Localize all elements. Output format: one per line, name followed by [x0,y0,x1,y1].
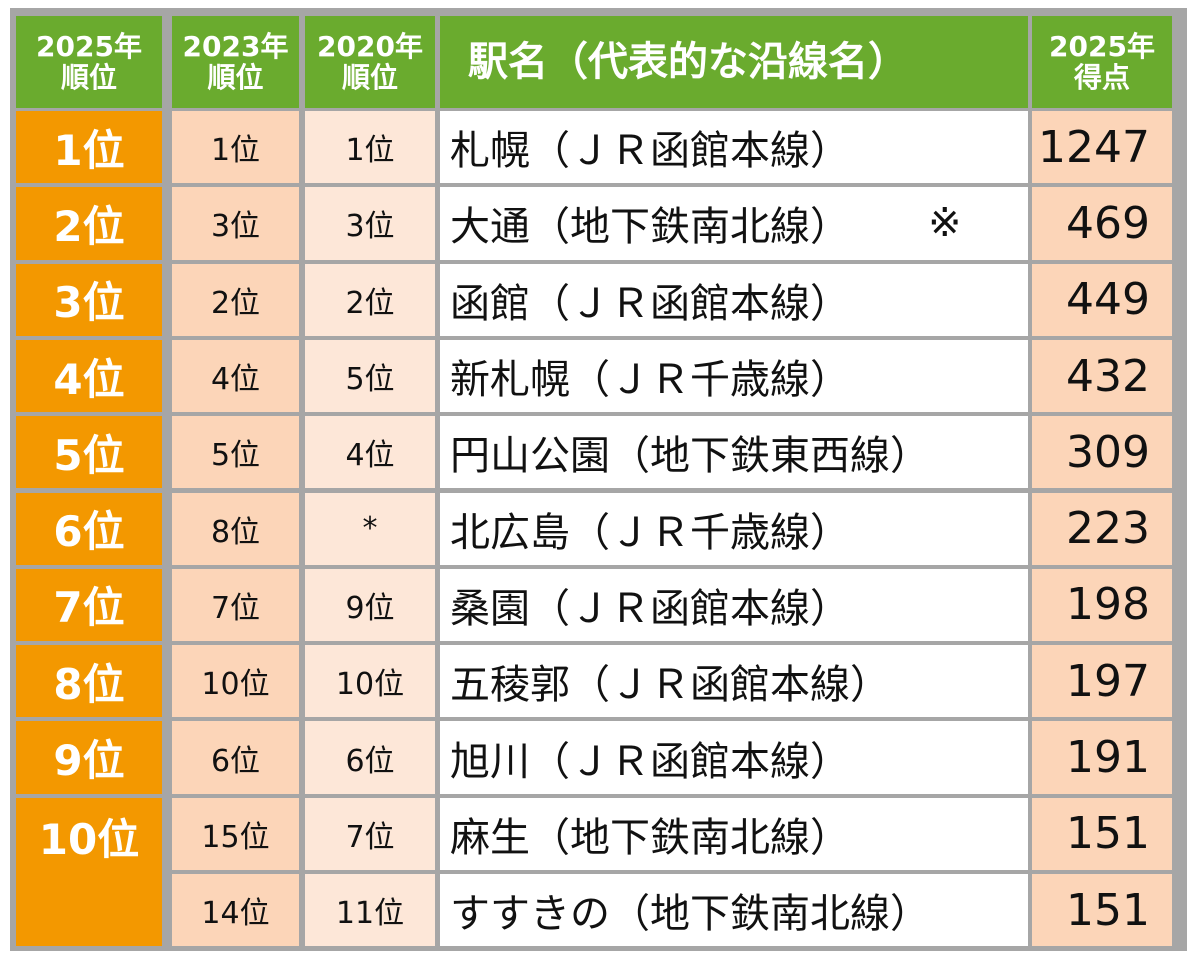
rank-2020-cell: * [305,492,435,565]
station-cell: 五稜郭（ＪＲ函館本線） [440,645,1028,718]
rank-2025-cell: 7位 [16,568,162,642]
score-cell: 1247 [1032,111,1172,184]
header-rank-2020: 2020年 順位 [305,16,435,108]
score-cell: 198 [1032,568,1172,642]
rank-2020-cell: 5位 [305,339,435,413]
score-cell: 151 [1032,874,1172,947]
rank-2025-cell: 10位 [16,797,162,947]
rank-2023-cell: 10位 [172,645,299,718]
station-cell: 桑園（ＪＲ函館本線） [440,568,1028,642]
header-rank-2023-label: 順位 [207,61,264,94]
score-cell: 309 [1032,416,1172,489]
score-cell: 449 [1032,263,1172,336]
rank-2025-cell: 5位 [16,416,162,489]
station-cell: すすきの（地下鉄南北線） [440,874,1028,947]
score-cell: 432 [1032,339,1172,413]
station-name: すすきの（地下鉄南北線） [450,891,930,938]
station-name: 大通（地下鉄南北線） [450,204,850,251]
station-name: 桑園（ＪＲ函館本線） [450,585,850,632]
rank-2020-cell: 1位 [305,111,435,184]
rank-2023-cell: 1位 [172,111,299,184]
station-name: 五稜郭（ＪＲ函館本線） [450,662,890,709]
rank-2025-cell: 1位 [16,111,162,184]
rank-2025-cell: 9位 [16,721,162,794]
header-score-2025-year: 2025年 [1049,29,1155,63]
score-cell: 469 [1032,187,1172,260]
rank-2023-cell: 6位 [172,721,299,794]
rank-2025-cell: 6位 [16,492,162,565]
rank-2023-cell: 7位 [172,568,299,642]
header-rank-2020-label: 順位 [341,61,398,94]
station-name: 円山公園（地下鉄東西線） [450,433,930,480]
rank-2023-cell: 4位 [172,339,299,413]
rank-2023-cell: 8位 [172,492,299,565]
station-cell: 札幌（ＪＲ函館本線） [440,111,1028,184]
header-rank-2025-label: 順位 [60,61,117,94]
ranking-table: 2025年 順位 2023年 順位 2020年 順位 駅名（代表的な沿線名） 2… [16,16,1179,947]
header-rank-2025: 2025年 順位 [16,16,162,108]
station-cell: 新札幌（ＪＲ千歳線） [440,339,1028,413]
rank-2023-cell: 2位 [172,263,299,336]
rank-2025-cell: 2位 [16,187,162,260]
rank-2020-cell: 4位 [305,416,435,489]
rank-2025-cell: 8位 [16,645,162,718]
score-cell: 197 [1032,645,1172,718]
station-cell: 北広島（ＪＲ千歳線） [440,492,1028,565]
rank-2023-cell: 14位 [172,874,299,947]
header-rank-2023: 2023年 順位 [172,16,299,108]
station-name: 新札幌（ＪＲ千歳線） [450,357,850,404]
station-cell: 円山公園（地下鉄東西線） [440,416,1028,489]
header-score-2025: 2025年 得点 [1032,16,1172,108]
rank-2020-cell: 3位 [305,187,435,260]
station-cell: 麻生（地下鉄南北線） [440,797,1028,870]
footnote-mark: ※ [928,200,962,247]
station-name: 札幌（ＪＲ函館本線） [450,128,850,175]
station-name: 旭川（ＪＲ函館本線） [450,738,850,785]
score-cell: 151 [1032,797,1172,870]
rank-2023-cell: 15位 [172,797,299,870]
rank-2020-cell: 7位 [305,797,435,870]
header-rank-2023-year: 2023年 [182,29,289,63]
rank-2020-cell: 6位 [305,721,435,794]
header-rank-2025-year: 2025年 [36,29,142,63]
rank-2025-cell: 3位 [16,263,162,336]
station-cell: 函館（ＪＲ函館本線） [440,263,1028,336]
header-station: 駅名（代表的な沿線名） [440,16,1028,108]
station-name: 麻生（地下鉄南北線） [450,814,850,861]
rank-2020-cell: 11位 [305,874,435,947]
header-score-2025-label: 得点 [1073,61,1130,94]
rank-2023-cell: 3位 [172,187,299,260]
station-cell: 大通（地下鉄南北線） ※ [440,187,1028,260]
header-rank-2020-year: 2020年 [317,29,423,63]
score-cell: 223 [1032,492,1172,565]
station-cell: 旭川（ＪＲ函館本線） [440,721,1028,794]
station-name: 北広島（ＪＲ千歳線） [450,509,850,556]
station-name: 函館（ＪＲ函館本線） [450,280,850,327]
rank-2025-cell: 4位 [16,339,162,413]
rank-2023-cell: 5位 [172,416,299,489]
rank-2020-cell: 9位 [305,568,435,642]
score-cell: 191 [1032,721,1172,794]
rank-2020-cell: 2位 [305,263,435,336]
rank-2020-cell: 10位 [305,645,435,718]
